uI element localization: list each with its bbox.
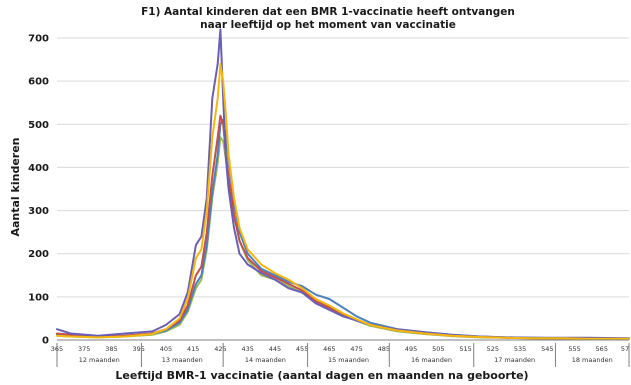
x-tick-label: 405	[160, 345, 172, 353]
series-line	[56, 119, 630, 340]
x-tick-label: 425	[214, 345, 226, 353]
x-tick-label: 455	[296, 345, 308, 353]
x-tick-label: 395	[133, 345, 145, 353]
x-tick-label: 525	[487, 345, 499, 353]
x-tick-label: 435	[241, 345, 253, 353]
x-tick-label: 415	[187, 345, 199, 353]
y-tick-labels: 0 100 200 300 400 500 600 700	[28, 34, 49, 347]
series-line	[56, 114, 630, 340]
y-tick-label: 700	[28, 34, 49, 45]
series-line	[56, 28, 630, 340]
y-tick-label: 200	[28, 249, 49, 260]
month-label: 14 maanden	[245, 356, 286, 364]
x-tick-label: 555	[568, 345, 580, 353]
x-tick-label: 545	[541, 345, 553, 353]
x-tick-label: 445	[269, 345, 281, 353]
y-tick-label: 400	[28, 163, 49, 174]
month-label: 16 maanden	[411, 356, 452, 364]
month-labels: 12 maanden 13 maanden 14 maanden 15 maanden…	[56, 343, 630, 367]
month-label: 13 maanden	[162, 356, 203, 364]
x-tick-label: 535	[514, 345, 526, 353]
y-tick-label: 100	[28, 292, 49, 303]
chart-title: F1) Aantal kinderen dat een BMR 1-vaccin…	[141, 6, 515, 18]
x-tick-label: 475	[350, 345, 362, 353]
x-tick-label: 375	[78, 345, 90, 353]
x-tick-labels: 3653753853954054154254354454554654754854…	[51, 345, 629, 353]
series-line	[56, 62, 630, 340]
y-axis-title: Aantal kinderen	[9, 137, 22, 236]
x-tick-label: 505	[432, 345, 444, 353]
series-lines	[56, 28, 630, 340]
x-tick-label: 57	[621, 345, 629, 353]
chart-subtitle: naar leeftijd op het moment van vaccinat…	[200, 19, 456, 31]
y-tick-label: 0	[42, 336, 49, 347]
x-tick-label: 465	[323, 345, 335, 353]
y-tick-label: 600	[28, 77, 49, 88]
x-tick-label: 565	[596, 345, 608, 353]
gridlines	[57, 37, 629, 298]
month-label: 15 maanden	[328, 356, 369, 364]
x-tick-label: 495	[405, 345, 417, 353]
y-tick-label: 500	[28, 120, 49, 131]
month-label: 12 maanden	[79, 356, 120, 364]
x-axis-title: Leeftijd BMR-1 vaccinatie (aantal dagen …	[115, 369, 528, 382]
month-label: 18 maanden	[572, 356, 613, 364]
month-label: 17 maanden	[494, 356, 535, 364]
x-tick-label: 385	[105, 345, 117, 353]
x-tick-label: 485	[378, 345, 390, 353]
x-tick-label: 515	[459, 345, 471, 353]
y-tick-label: 300	[28, 206, 49, 217]
